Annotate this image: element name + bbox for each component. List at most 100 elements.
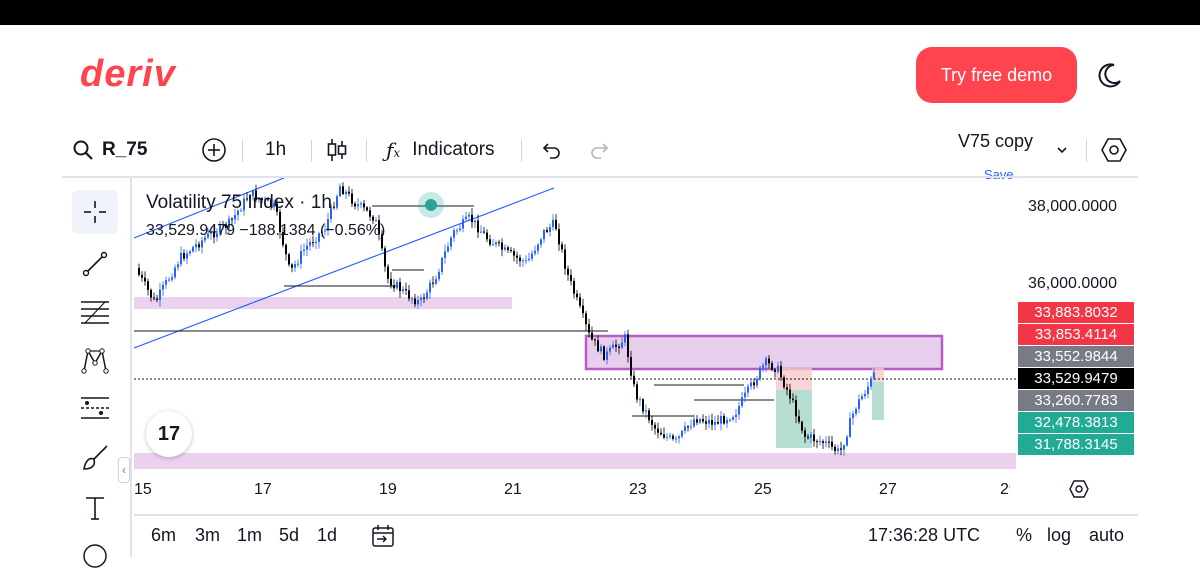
layout-dropdown[interactable]: [1055, 128, 1069, 172]
settings-button[interactable]: [1100, 128, 1128, 172]
candle-body-54: [300, 250, 302, 264]
percent-toggle[interactable]: %: [1016, 525, 1033, 545]
candle-body-28: [222, 224, 224, 226]
collapse-toolbar-button[interactable]: ‹: [118, 457, 130, 483]
candle-body-65: [333, 206, 335, 208]
candle-body-47: [279, 211, 281, 233]
candle-body-202: [744, 392, 746, 398]
forecast-tool[interactable]: [72, 386, 118, 430]
candle-body-81: [381, 234, 383, 249]
candle-body-165: [633, 375, 635, 385]
candle-body-124: [510, 249, 512, 252]
candle-body-38: [252, 190, 254, 197]
candle-body-11: [171, 277, 173, 280]
candle-body-51: [291, 264, 293, 268]
range-1m[interactable]: 1m: [237, 525, 263, 545]
candle-body-105: [453, 230, 455, 238]
candle-body-7: [159, 289, 161, 300]
candle-body-53: [297, 263, 299, 265]
candle-body-234: [840, 448, 842, 450]
channel-line-lower: [134, 187, 555, 349]
chart-type-button[interactable]: [326, 128, 348, 172]
candle-body-75: [363, 203, 365, 208]
candle-body-238: [852, 413, 854, 419]
redo-button[interactable]: [589, 128, 611, 172]
range-3m[interactable]: 3m: [195, 525, 221, 545]
trend-line-tool[interactable]: [72, 242, 118, 286]
auto-toggle[interactable]: auto: [1089, 525, 1125, 545]
fx-icon: ƒx: [386, 138, 401, 162]
candle-body-162: [624, 334, 626, 343]
candle-body-152: [594, 339, 596, 341]
text-tool[interactable]: [72, 486, 118, 530]
supply-zone: [584, 334, 944, 371]
axis-settings-icon[interactable]: [1068, 478, 1090, 500]
compare-button[interactable]: [201, 128, 227, 172]
candle-body-185: [693, 419, 695, 427]
log-toggle[interactable]: log: [1047, 525, 1072, 545]
candle-body-45: [273, 203, 275, 207]
candle-body-236: [846, 436, 848, 446]
tradingview-logo[interactable]: 17: [146, 411, 192, 457]
try-free-demo-button[interactable]: Try free demo: [916, 47, 1077, 103]
fib-tool[interactable]: [72, 290, 118, 334]
range-5d[interactable]: 5d: [279, 525, 300, 545]
brush-tool[interactable]: [72, 436, 118, 480]
candle-body-128: [522, 260, 524, 262]
candle-body-223: [807, 436, 809, 438]
interval-button[interactable]: 1h: [265, 139, 287, 160]
site-header: deriv Try free demo: [0, 25, 1200, 125]
layout-name[interactable]: V75 copy: [958, 130, 1034, 151]
deriv-logo[interactable]: deriv: [80, 53, 176, 95]
range-1d[interactable]: 1d: [317, 525, 338, 545]
crosshair-tool[interactable]: [72, 190, 118, 234]
goto-date-icon[interactable]: [370, 523, 396, 549]
candle-body-169: [645, 410, 647, 412]
candle-body-151: [591, 332, 593, 340]
candle-body-120: [498, 242, 500, 244]
candle-body-213: [777, 365, 779, 372]
candle-body-147: [579, 297, 581, 306]
indicators-button[interactable]: ƒx Indicators: [386, 128, 495, 172]
candle-body-2: [144, 277, 146, 282]
emoji-tool[interactable]: [72, 534, 118, 578]
candle-body-117: [489, 239, 491, 245]
candle-body-96: [426, 292, 428, 299]
candle-body-60: [318, 233, 320, 242]
candle-body-35: [243, 198, 245, 211]
candle-body-104: [450, 237, 452, 247]
market-status-dot[interactable]: [418, 192, 444, 218]
candle-body-129: [525, 260, 527, 262]
candle-body-33: [237, 210, 239, 216]
candle-body-141: [561, 244, 563, 250]
time-label-27: 27: [879, 481, 897, 498]
undo-button[interactable]: [540, 128, 562, 172]
candle-body-130: [528, 258, 530, 261]
candle-body-179: [675, 438, 677, 440]
candle-body-211: [771, 363, 773, 370]
chart-toolbar: R_75 1h ƒx Indicators V75: [0, 128, 1200, 182]
moon-icon[interactable]: [1096, 61, 1124, 89]
candle-body-193: [717, 422, 719, 424]
candle-body-242: [864, 394, 866, 397]
candle-body-200: [738, 406, 740, 415]
time-label-29: 29: [1000, 481, 1010, 498]
price-chart[interactable]: Volatility 75 Index · 1h 33,529.9479 −18…: [134, 178, 1138, 557]
candle-body-114: [480, 231, 482, 233]
time-axis[interactable]: 15 17 19 21 23 25 27 29: [134, 478, 1138, 502]
pattern-tool[interactable]: [72, 338, 118, 382]
candle-body-102: [444, 251, 446, 258]
candle-body-17: [189, 251, 191, 254]
range-6m[interactable]: 6m: [151, 525, 177, 545]
candle-body-216: [786, 387, 788, 390]
candle-body-127: [519, 257, 521, 262]
symbol-search[interactable]: R_75: [72, 128, 147, 172]
utc-clock[interactable]: 17:36:28 UTC: [868, 525, 981, 545]
candle-body-77: [369, 210, 371, 217]
candle-body-212: [774, 369, 776, 372]
toolbar-divider: [1086, 140, 1087, 162]
candle-body-48: [282, 232, 284, 245]
candle-body-0: [138, 268, 140, 275]
candle-body-55: [303, 249, 305, 251]
candle-body-39: [255, 190, 257, 200]
